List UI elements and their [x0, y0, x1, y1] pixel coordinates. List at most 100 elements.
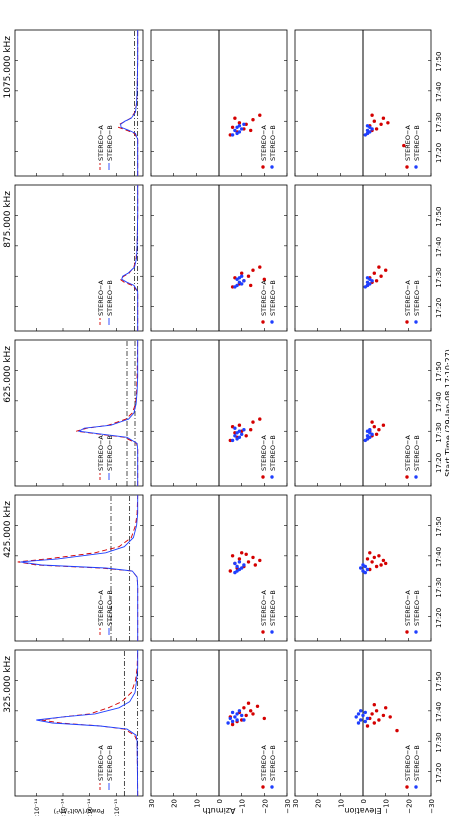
stereo-a-point	[258, 265, 262, 269]
stereo-a-point	[377, 265, 381, 269]
elevation-ytick-label: −20	[405, 799, 413, 814]
legend-label-stereo-b: STEREO−B	[106, 280, 114, 316]
stereo-b-point	[237, 709, 242, 713]
power-ytick-label: 1.5×10⁻¹⁴	[61, 798, 68, 816]
stereo-a-point	[258, 417, 262, 421]
legend-label-stereo-a: STEREO−A	[97, 280, 105, 316]
azimuth-ytick-label: 10	[193, 799, 201, 808]
stereo-b-point	[365, 434, 370, 438]
x-tick-label: 17:50	[435, 52, 443, 72]
stereo-a-point	[374, 279, 379, 283]
stereo-a-point	[365, 724, 370, 728]
stereo-a-point	[242, 706, 246, 710]
stereo-b-point	[242, 279, 246, 283]
stereo-a-point	[255, 704, 260, 708]
azimuth-ytick-label: −10	[239, 799, 247, 814]
stereo-a-point	[374, 432, 379, 436]
legend-label-stereo-b: STEREO−B	[413, 590, 421, 626]
legend-label-stereo-a: STEREO−A	[260, 435, 268, 471]
stereo-a-point	[374, 709, 379, 713]
stereo-b-point	[356, 712, 361, 716]
stereo-a-power-line	[17, 494, 139, 641]
stereo-b-point	[237, 429, 242, 433]
stereo-a-point	[381, 558, 386, 563]
legend-label-stereo-b: STEREO−B	[269, 745, 277, 781]
legend-swatch-stereo-a	[261, 630, 265, 634]
power-ytick-label: 2.0×10⁻¹⁴	[34, 798, 41, 816]
stereo-a-point	[372, 271, 376, 275]
stereo-a-point	[233, 116, 237, 120]
power-panel-frame-4	[14, 29, 144, 177]
stereo-a-point	[381, 423, 386, 427]
azimuth-ytick-label: −30	[284, 799, 292, 814]
legend-label-stereo-b: STEREO−B	[413, 125, 421, 161]
stereo-b-point	[363, 710, 367, 715]
x-tick-label: 17:20	[435, 143, 443, 163]
stereo-a-point	[262, 277, 266, 281]
stereo-a-point	[374, 127, 379, 131]
stereo-b-point	[237, 560, 242, 564]
x-tick-label: 17:20	[435, 608, 443, 628]
power-axis-label: Power(Volt²/m²)	[54, 807, 105, 815]
legend-label-stereo-b: STEREO−B	[269, 435, 277, 471]
stereo-b-point	[242, 718, 246, 722]
legend-label-stereo-a: STEREO−A	[404, 435, 412, 471]
stereo-a-point	[251, 555, 255, 560]
stereo-b-point	[365, 280, 370, 284]
stereo-a-point	[379, 122, 383, 126]
stereo-b-power-line	[36, 650, 139, 797]
legend-swatch-stereo-a	[405, 320, 409, 324]
stereo-b-point	[233, 434, 237, 438]
stereo-b-point	[359, 566, 363, 570]
stereo-a-point	[251, 420, 255, 424]
stereo-b-point	[361, 569, 365, 573]
legend-swatch-stereo-b	[270, 475, 274, 479]
stereo-b-point	[237, 130, 242, 134]
stereo-b-point	[240, 566, 244, 570]
stereo-a-point	[365, 557, 370, 561]
x-tick-label: 17:50	[435, 362, 443, 382]
x-tick-label: 17:50	[435, 672, 443, 692]
legend-swatch-stereo-a	[261, 785, 265, 789]
x-axis-label: Start Time (29-Jan-08 17:10:27)	[444, 349, 449, 477]
stereo-a-point	[381, 116, 386, 120]
stereo-a-point	[249, 428, 253, 432]
stereo-b-point	[242, 122, 246, 126]
legend-label-stereo-b: STEREO−B	[106, 125, 114, 161]
stereo-b-point	[356, 721, 361, 725]
legend-label-stereo-a: STEREO−A	[260, 745, 268, 781]
stereo-a-point	[258, 113, 262, 117]
legend-label-stereo-a: STEREO−A	[260, 125, 268, 161]
elevation-ytick-label: 0	[360, 799, 368, 803]
x-tick-label: 17:50	[435, 517, 443, 537]
stereo-a-point	[372, 119, 376, 123]
legend-swatch-stereo-b	[270, 630, 274, 634]
stereo-a-point	[237, 121, 242, 125]
stereo-b-point	[235, 718, 239, 722]
stereo-a-point	[237, 423, 242, 427]
stereo-a-point	[368, 551, 372, 555]
stereo-a-point	[230, 125, 235, 129]
stereo-a-point	[249, 283, 253, 288]
elevation-ytick-label: 20	[315, 799, 323, 808]
stereo-a-point	[230, 722, 235, 727]
legend-label-stereo-b: STEREO−B	[413, 745, 421, 781]
stereo-a-point	[251, 712, 255, 716]
stereo-b-point	[233, 561, 237, 566]
stereo-b-point	[230, 719, 235, 724]
legend-swatch-stereo-b	[414, 475, 418, 479]
x-tick-label: 17:30	[435, 577, 443, 597]
stereo-b-point	[242, 428, 246, 432]
legend-label-stereo-a: STEREO−A	[260, 590, 268, 626]
x-tick-label: 17:30	[435, 267, 443, 287]
legend-label-stereo-b: STEREO−B	[106, 590, 114, 626]
stereo-b-point	[230, 710, 235, 715]
legend-label-stereo-a: STEREO−A	[97, 125, 105, 161]
stereo-b-power-line	[121, 185, 139, 331]
stereo-a-point	[372, 702, 376, 707]
legend-swatch-stereo-a	[405, 475, 409, 479]
x-tick-label: 17:40	[435, 82, 443, 102]
stereo-b-point	[230, 438, 235, 443]
